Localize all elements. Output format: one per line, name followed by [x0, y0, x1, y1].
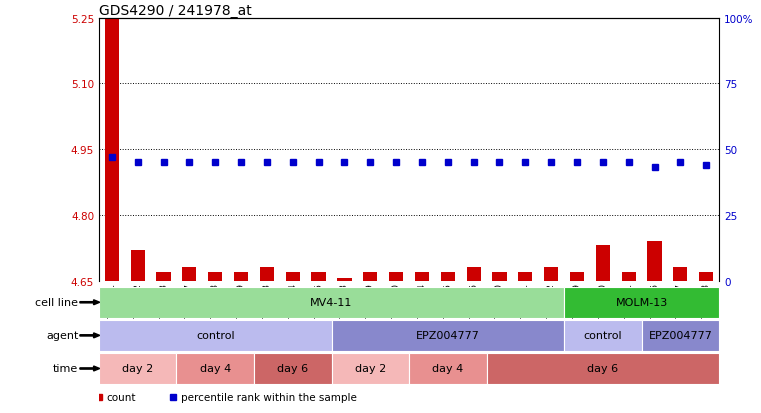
- Text: count: count: [107, 392, 136, 403]
- Bar: [337, 279, 352, 281]
- Bar: [105, 19, 119, 281]
- Text: cell line: cell line: [35, 297, 78, 308]
- Text: control: control: [584, 330, 622, 341]
- Bar: [642, 320, 719, 351]
- Bar: [332, 320, 564, 351]
- Bar: [564, 320, 642, 351]
- Text: GDS4290 / 241978_at: GDS4290 / 241978_at: [99, 4, 252, 18]
- Bar: [415, 272, 429, 281]
- Bar: [183, 268, 196, 281]
- Bar: [409, 353, 486, 384]
- Bar: [131, 250, 145, 281]
- Bar: [208, 272, 222, 281]
- Text: day 2: day 2: [122, 363, 153, 374]
- Bar: [492, 272, 507, 281]
- Bar: [486, 353, 719, 384]
- Bar: [254, 353, 332, 384]
- Bar: [234, 272, 248, 281]
- Bar: [441, 272, 455, 281]
- Text: day 2: day 2: [355, 363, 386, 374]
- Bar: [544, 268, 559, 281]
- Text: time: time: [53, 363, 78, 374]
- Bar: [389, 272, 403, 281]
- Bar: [466, 268, 481, 281]
- Bar: [99, 287, 564, 318]
- Bar: [622, 272, 635, 281]
- Text: percentile rank within the sample: percentile rank within the sample: [181, 392, 357, 403]
- Bar: [157, 272, 170, 281]
- Bar: [363, 272, 377, 281]
- Bar: [285, 272, 300, 281]
- Text: EPZ004777: EPZ004777: [648, 330, 712, 341]
- Bar: [699, 272, 713, 281]
- Bar: [596, 246, 610, 281]
- Text: MOLM-13: MOLM-13: [616, 297, 667, 308]
- Bar: [564, 287, 719, 318]
- Text: agent: agent: [46, 330, 78, 341]
- Text: day 4: day 4: [199, 363, 231, 374]
- Bar: [518, 272, 533, 281]
- Bar: [648, 242, 661, 281]
- Text: day 4: day 4: [432, 363, 463, 374]
- Bar: [332, 353, 409, 384]
- Text: day 6: day 6: [587, 363, 619, 374]
- Bar: [177, 353, 254, 384]
- Text: day 6: day 6: [277, 363, 308, 374]
- Text: EPZ004777: EPZ004777: [416, 330, 479, 341]
- Bar: [260, 268, 274, 281]
- Bar: [99, 353, 177, 384]
- Text: control: control: [196, 330, 234, 341]
- Bar: [570, 272, 584, 281]
- Bar: [99, 320, 332, 351]
- Bar: [311, 272, 326, 281]
- Text: MV4-11: MV4-11: [310, 297, 352, 308]
- Bar: [673, 268, 687, 281]
